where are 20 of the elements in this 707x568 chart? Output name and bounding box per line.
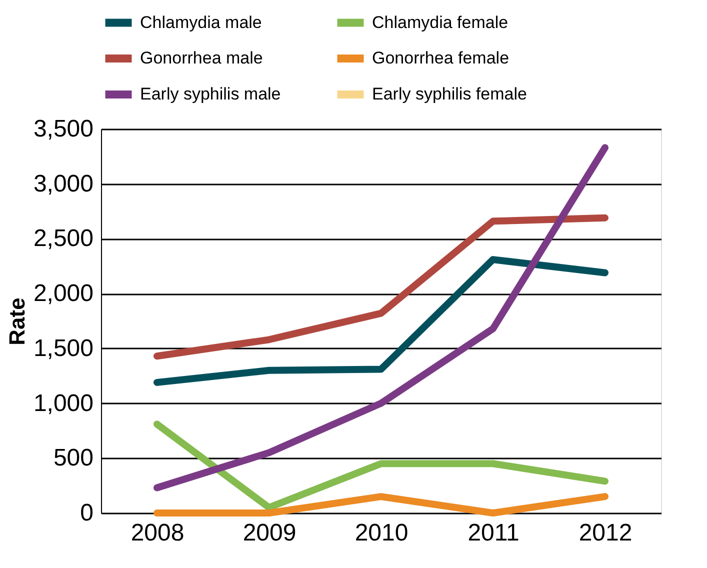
y-tick-label: 1,500	[33, 334, 94, 362]
legend-label: Gonorrhea male	[140, 48, 263, 68]
y-tick-label: 1,000	[33, 390, 94, 417]
y-axis-title: Rate	[4, 298, 30, 346]
legend-label: Gonorrhea female	[372, 48, 510, 68]
legend-label: Early syphilis male	[140, 84, 281, 104]
y-tick-label: 500	[53, 444, 94, 472]
legend-label: Chlamydia male	[140, 12, 262, 32]
y-tick-label: 0	[80, 500, 94, 526]
x-tick-label: 2008	[130, 520, 184, 546]
legend-label: Early syphilis female	[372, 84, 527, 104]
x-tick-label: 2011	[468, 520, 520, 546]
y-tick-label: 3,000	[33, 170, 94, 198]
y-tick-label: 2,500	[33, 225, 94, 252]
x-tick-label: 2010	[354, 520, 408, 546]
x-tick-label: 2009	[242, 520, 296, 546]
y-tick-label: 3,500	[33, 116, 94, 142]
legend-label: Chlamydia female	[372, 12, 508, 32]
x-tick-label: 2012	[578, 520, 632, 546]
y-tick-label: 2,000	[33, 280, 94, 308]
